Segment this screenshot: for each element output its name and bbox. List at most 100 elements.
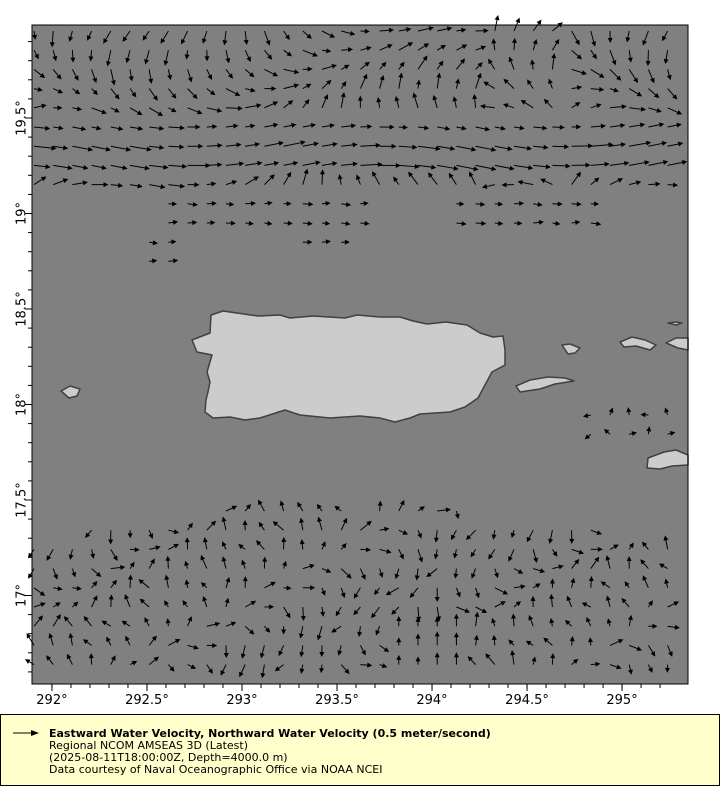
velocity-arrow (416, 79, 422, 89)
velocity-arrow (225, 88, 241, 96)
velocity-arrow (648, 141, 668, 147)
velocity-arrow (571, 171, 582, 185)
velocity-arrow (220, 664, 227, 676)
velocity-arrow (647, 600, 653, 608)
velocity-arrow (302, 83, 312, 90)
velocity-arrow (398, 529, 409, 535)
velocity-arrow (283, 140, 306, 147)
velocity-arrow (282, 560, 287, 569)
y-tick-label: 18.5° (15, 291, 30, 326)
velocity-arrow (503, 78, 515, 89)
velocity-arrow (110, 126, 124, 131)
velocity-arrow (450, 529, 457, 541)
velocity-arrow (340, 664, 350, 675)
velocity-arrow (609, 142, 627, 148)
velocity-arrow (467, 656, 476, 665)
velocity-arrow (91, 182, 109, 188)
velocity-arrow (225, 180, 238, 186)
velocity-arrow (640, 412, 649, 418)
velocity-arrow (53, 145, 69, 151)
velocity-arrow (571, 68, 587, 76)
velocity-arrow (642, 575, 649, 589)
velocity-arrow (488, 549, 496, 560)
velocity-arrow (316, 626, 323, 641)
velocity-arrow (168, 107, 177, 113)
velocity-arrow (627, 50, 633, 63)
velocity-arrow (168, 144, 185, 150)
velocity-arrow (88, 50, 94, 62)
velocity-arrow (491, 530, 497, 540)
velocity-arrow (160, 30, 169, 44)
velocity-arrow (321, 239, 331, 245)
velocity-arrow (417, 55, 428, 70)
velocity-arrow (148, 530, 154, 539)
velocity-arrow (355, 174, 361, 185)
velocity-arrow (530, 59, 536, 70)
velocity-arrow (453, 568, 459, 579)
velocity-arrow (302, 49, 318, 57)
velocity-arrow (609, 123, 626, 129)
velocity-arrow (187, 201, 198, 207)
velocity-arrow (243, 30, 249, 46)
velocity-arrow (437, 164, 459, 171)
velocity-arrow (341, 123, 357, 129)
velocity-arrow (394, 568, 400, 580)
velocity-arrow (302, 168, 309, 185)
velocity-arrow (245, 160, 263, 166)
velocity-arrow (187, 124, 201, 130)
velocity-arrow (225, 50, 231, 64)
velocity-arrow (110, 655, 116, 665)
velocity-arrow (298, 626, 304, 639)
velocity-arrow (494, 587, 509, 595)
velocity-arrow (396, 616, 402, 627)
velocity-arrow (341, 221, 351, 227)
velocity-arrow (91, 568, 102, 577)
velocity-arrow (321, 161, 338, 167)
velocity-arrow (454, 510, 460, 520)
velocity-arrow (590, 177, 600, 185)
velocity-arrow (144, 50, 150, 65)
velocity-arrow (645, 50, 651, 67)
velocity-arrow (321, 94, 329, 108)
vector-map: 292° 292.5° 293° 293.5° 294° 294.5° 295° 19.5° 1… (15, 14, 689, 708)
velocity-arrow (283, 100, 294, 109)
velocity-arrow (532, 549, 538, 563)
velocity-arrow (53, 164, 73, 171)
velocity-arrow (206, 664, 213, 674)
velocity-arrow (511, 613, 516, 627)
velocity-arrow (456, 125, 467, 131)
velocity-arrow (629, 180, 642, 186)
velocity-arrow (409, 587, 419, 598)
velocity-arrow (360, 61, 370, 70)
velocity-arrow (485, 653, 496, 665)
velocity-arrow (584, 433, 592, 440)
velocity-arrow (240, 645, 246, 659)
velocity-arrow (149, 240, 158, 246)
velocity-arrow (550, 653, 556, 665)
velocity-arrow (245, 200, 256, 206)
velocity-arrow (319, 645, 325, 657)
velocity-arrow (187, 107, 203, 115)
velocity-arrow (626, 407, 632, 416)
velocity-arrow (360, 142, 381, 148)
velocity-arrow (569, 530, 575, 544)
velocity-arrow (225, 161, 245, 167)
velocity-arrow (302, 66, 313, 72)
velocity-arrow (508, 549, 515, 562)
velocity-arrow (513, 17, 520, 32)
velocity-arrow (299, 517, 305, 531)
velocity-arrow (262, 556, 268, 569)
velocity-arrow (33, 164, 51, 170)
velocity-arrow (590, 546, 603, 552)
velocity-arrow (360, 520, 372, 531)
velocity-arrow (302, 141, 320, 147)
velocity-arrow (244, 176, 260, 186)
velocity-arrow (33, 145, 57, 151)
velocity-arrow (340, 92, 346, 108)
velocity-arrow (379, 163, 401, 169)
velocity-arrow (525, 640, 534, 646)
velocity-arrow (533, 219, 544, 225)
velocity-arrow (90, 549, 96, 559)
velocity-arrow (648, 88, 660, 99)
velocity-arrow (533, 201, 543, 207)
